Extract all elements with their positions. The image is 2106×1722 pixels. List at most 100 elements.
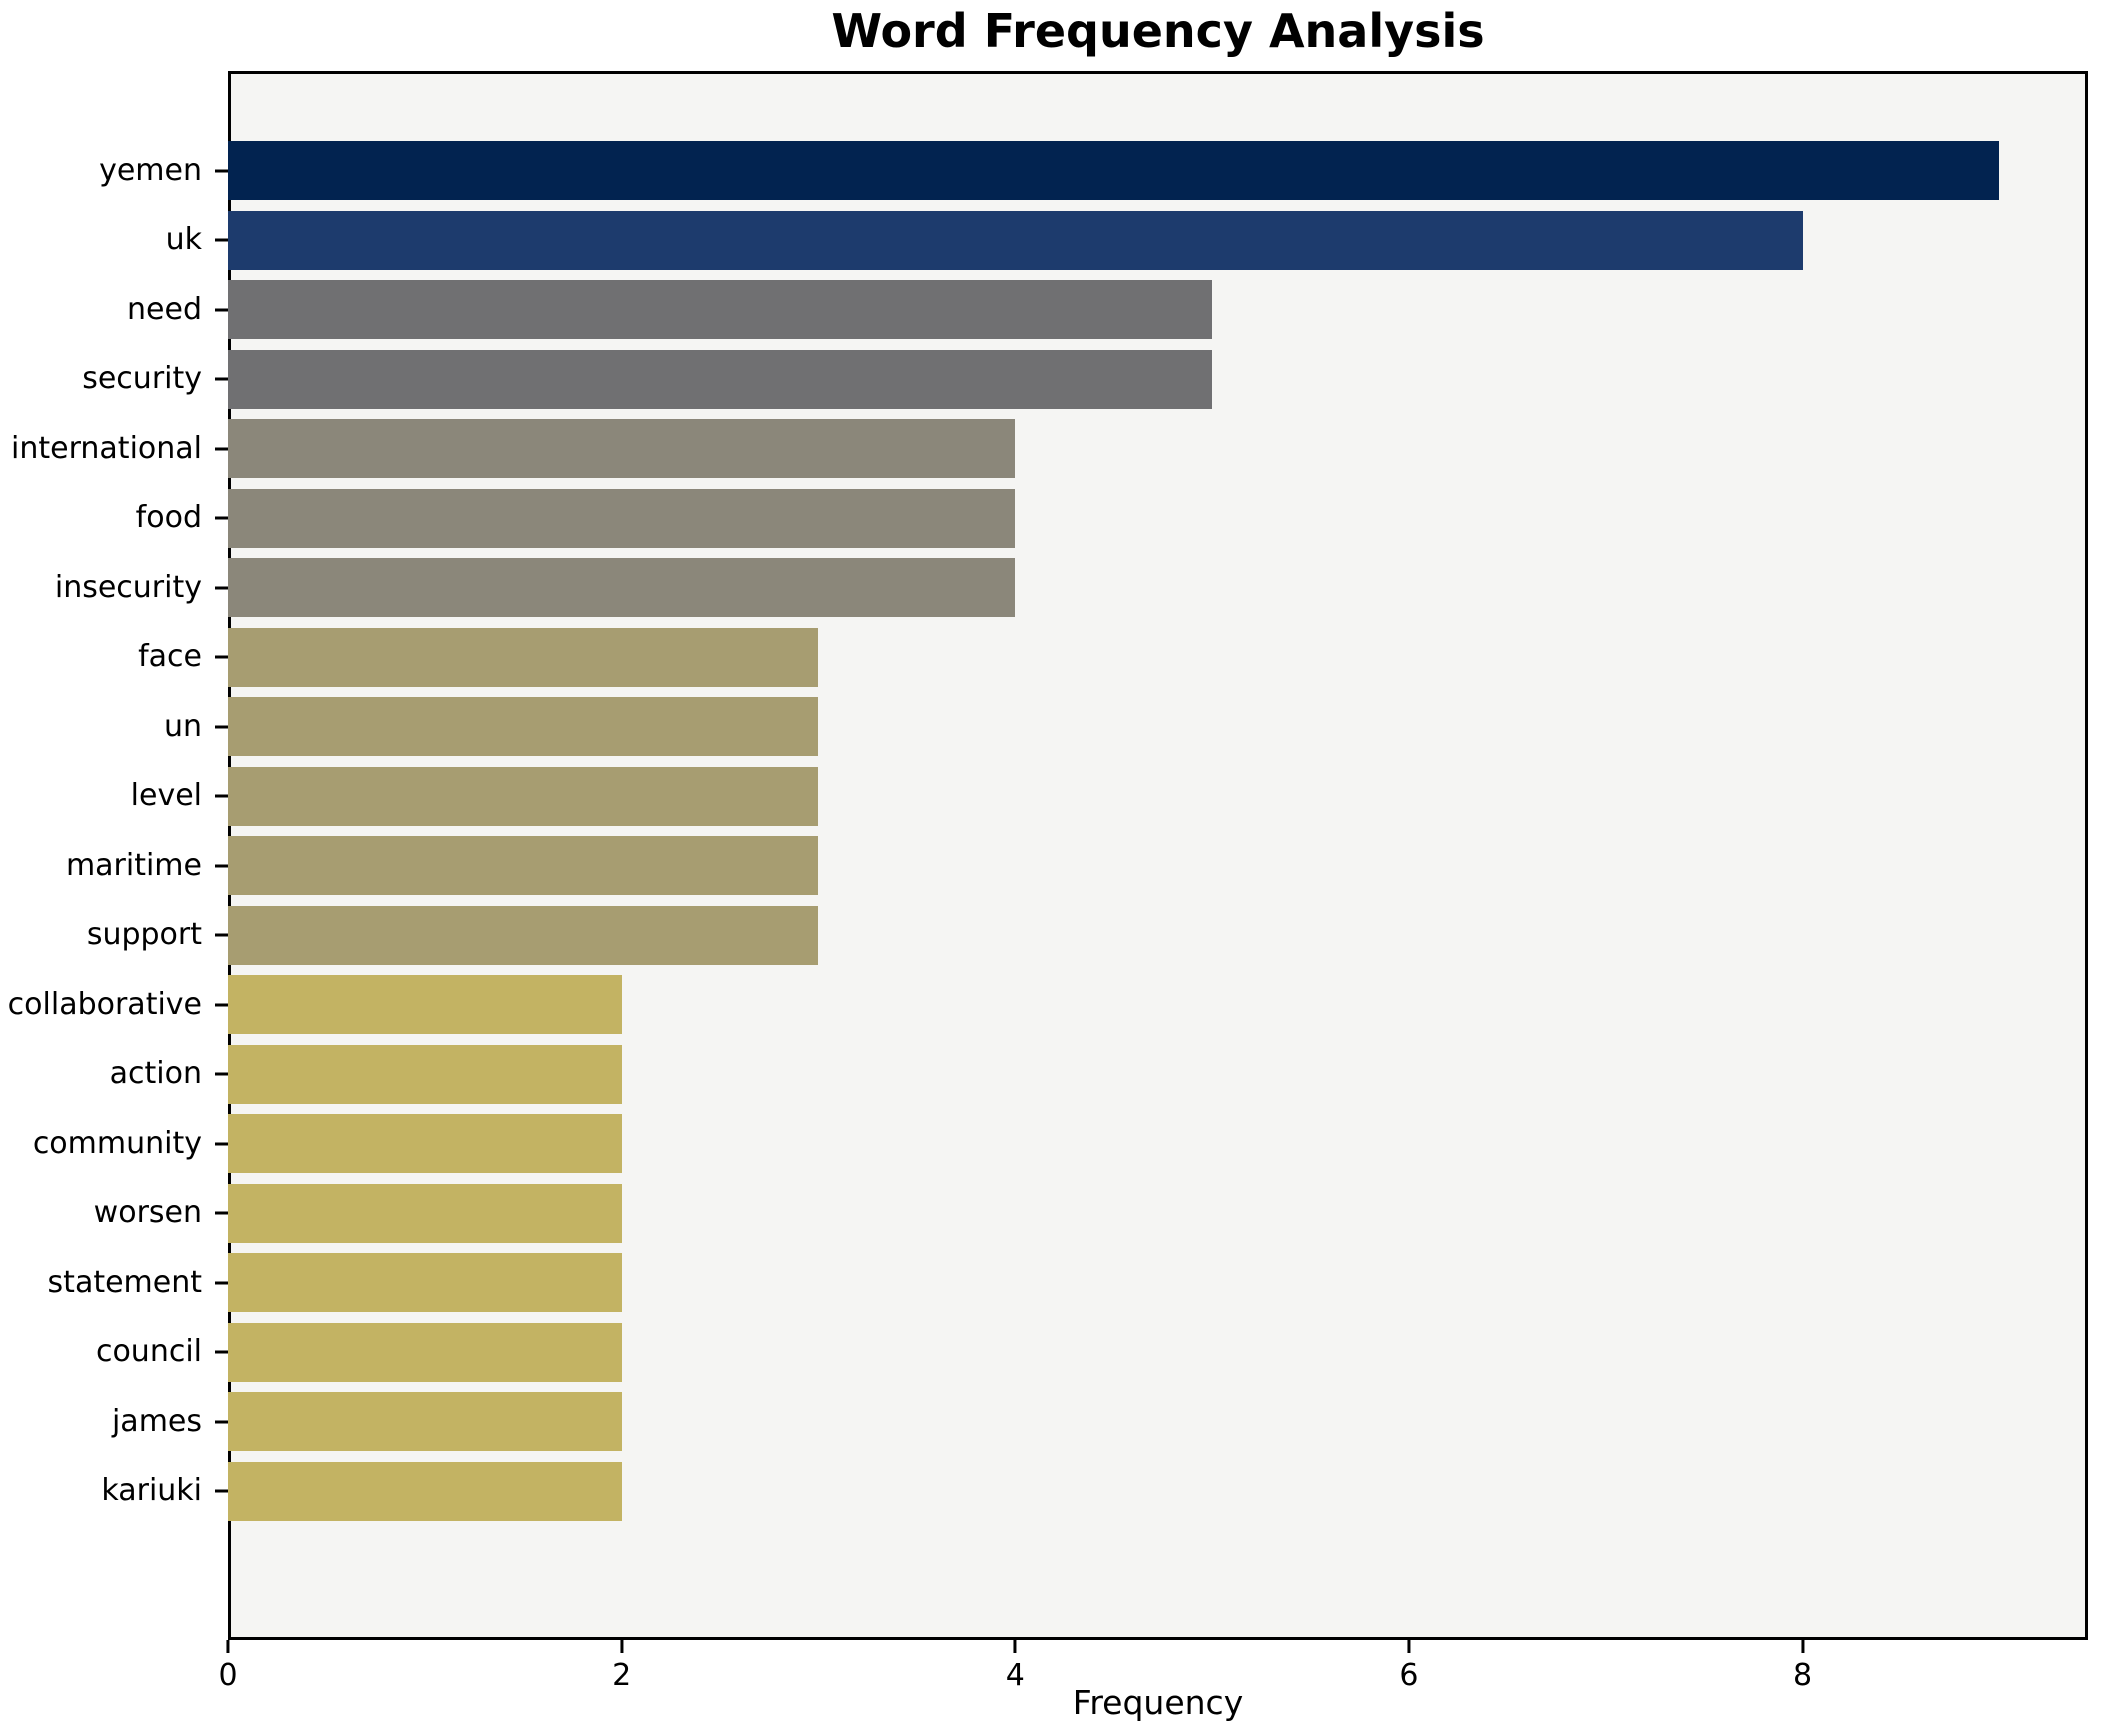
- x-tick: 0: [218, 1640, 238, 1693]
- x-axis-title: Frequency: [1072, 1683, 1244, 1722]
- bar: [228, 558, 1016, 618]
- bar-row: statement: [48, 1253, 2088, 1313]
- x-tick-label: 0: [218, 1658, 238, 1693]
- bar: [228, 349, 1213, 409]
- y-tick-mark: [215, 794, 228, 798]
- bar-row: council: [96, 1322, 2088, 1382]
- bar: [228, 766, 819, 826]
- y-axis-label: collaborative: [7, 986, 202, 1022]
- bar-row: level: [131, 766, 2088, 826]
- bar-row: worsen: [94, 1183, 2088, 1243]
- y-tick-mark: [215, 1211, 228, 1215]
- x-tick-label: 8: [1793, 1658, 1813, 1693]
- bar: [228, 697, 819, 757]
- y-axis-label: international: [11, 430, 202, 466]
- y-tick-mark: [215, 586, 228, 590]
- y-tick-mark: [215, 1142, 228, 1146]
- bar-row: support: [87, 905, 2088, 965]
- bar-row: action: [110, 1044, 2088, 1104]
- bar-row: maritime: [66, 836, 2088, 896]
- y-tick-mark: [215, 169, 228, 172]
- bar: [228, 905, 819, 965]
- x-tick-label: 2: [612, 1658, 632, 1693]
- y-axis-label: statement: [47, 1264, 202, 1300]
- x-tick-label: 4: [1005, 1658, 1025, 1693]
- bar: [228, 1044, 622, 1104]
- x-tick: 6: [1399, 1640, 1418, 1691]
- bar-row: yemen: [99, 141, 2088, 200]
- bar-row: uk: [166, 210, 2088, 270]
- y-tick-mark: [215, 377, 228, 381]
- y-axis-label: level: [130, 778, 202, 814]
- y-axis-label: yemen: [99, 152, 202, 188]
- bar: [228, 1461, 622, 1521]
- y-axis-label: james: [111, 1403, 202, 1439]
- bar: [228, 280, 1213, 340]
- bar: [228, 419, 1016, 479]
- x-tick: 8: [1793, 1640, 1812, 1691]
- y-axis-label: council: [95, 1334, 202, 1370]
- bar-row: james: [112, 1392, 2088, 1452]
- bar: [228, 1322, 622, 1382]
- y-tick-mark: [215, 516, 228, 520]
- y-axis-label: insecurity: [54, 569, 202, 605]
- y-axis-label: food: [135, 500, 202, 536]
- bar-row: collaborative: [8, 975, 2088, 1035]
- bar-row: kariuki: [101, 1461, 2088, 1521]
- y-axis-label: kariuki: [101, 1473, 202, 1509]
- x-tick-mark: [1801, 1640, 1805, 1653]
- y-axis-label: maritime: [65, 847, 202, 883]
- bar: [228, 1392, 622, 1452]
- y-axis-label: uk: [165, 222, 202, 258]
- y-tick-mark: [215, 655, 228, 659]
- bar: [228, 1183, 622, 1243]
- y-tick-mark: [215, 1072, 228, 1076]
- x-tick: 2: [612, 1640, 631, 1691]
- y-axis-label: face: [138, 639, 202, 675]
- y-axis-label: worsen: [93, 1195, 202, 1231]
- x-tick-label: 6: [1399, 1658, 1419, 1693]
- bar: [228, 1114, 622, 1174]
- bar: [228, 141, 2000, 200]
- x-tick-mark: [620, 1640, 624, 1653]
- y-tick-mark: [215, 238, 228, 242]
- y-tick-mark: [215, 1003, 228, 1007]
- y-tick-mark: [215, 1350, 228, 1354]
- x-axis: 0 2 4 6 8: [218, 1640, 2088, 1700]
- x-tick-mark: [226, 1640, 230, 1653]
- y-tick-mark: [215, 1281, 228, 1285]
- bar: [228, 488, 1016, 548]
- y-tick-mark: [215, 933, 228, 937]
- bar-row: food: [136, 488, 2088, 548]
- y-tick-mark: [215, 1489, 228, 1493]
- bar-row: international: [11, 419, 2088, 479]
- chart-title: Word Frequency Analysis: [831, 4, 1485, 58]
- y-tick-mark: [215, 447, 228, 451]
- bar: [228, 627, 819, 687]
- bar-row: security: [82, 349, 2088, 409]
- bar-row: un: [164, 697, 2088, 757]
- y-axis-label: community: [32, 1125, 202, 1161]
- bar-row: insecurity: [55, 558, 2088, 618]
- y-axis-label: support: [86, 917, 202, 953]
- y-axis-label: security: [82, 361, 202, 397]
- y-tick-mark: [215, 308, 228, 312]
- x-tick-mark: [1013, 1640, 1017, 1653]
- y-tick-mark: [215, 1420, 228, 1424]
- bar-row: face: [138, 627, 2088, 687]
- bar-rows: yemen uk need security international food inse…: [8, 71, 2088, 1640]
- bar-row: community: [33, 1114, 2088, 1174]
- x-tick: 4: [1006, 1640, 1025, 1691]
- y-axis-label: action: [109, 1056, 202, 1092]
- bar: [228, 975, 622, 1035]
- bar-row: need: [127, 280, 2088, 340]
- y-axis-label: need: [127, 291, 202, 327]
- bar: [228, 210, 1803, 270]
- y-tick-mark: [215, 725, 228, 729]
- y-tick-mark: [215, 864, 228, 868]
- bar: [228, 836, 819, 896]
- x-tick-mark: [1407, 1640, 1411, 1653]
- bar: [228, 1253, 622, 1313]
- y-axis-label: un: [163, 708, 202, 744]
